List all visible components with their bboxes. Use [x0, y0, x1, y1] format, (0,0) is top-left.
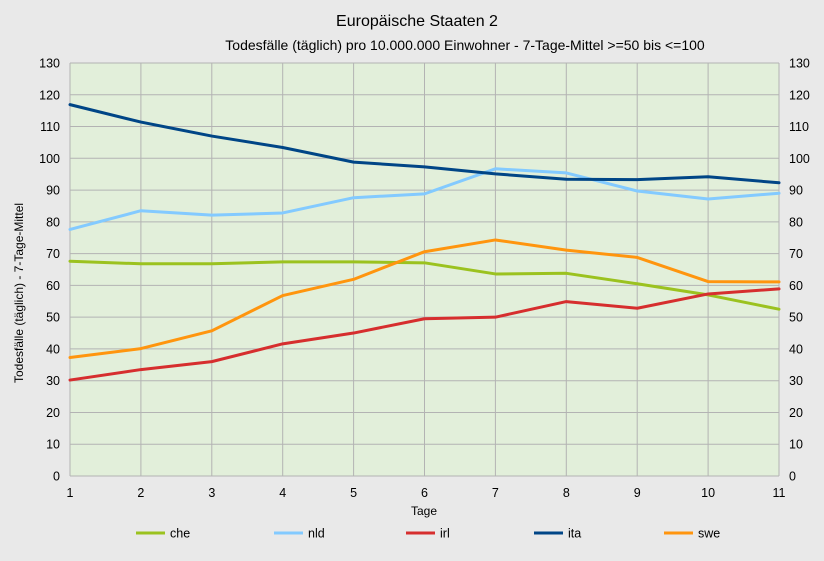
y-tick-label-right: 130	[789, 57, 810, 71]
series-lines	[68, 103, 781, 382]
y-tick-label-left: 100	[39, 152, 60, 166]
x-axis: 1 2 3 4 5 6 7 8 9 10 11	[67, 486, 786, 500]
x-axis-label: Tage	[411, 504, 437, 518]
y-tick-label-right: 50	[789, 311, 803, 325]
y-tick-label-right: 30	[789, 374, 803, 388]
legend-label-ita: ita	[568, 527, 581, 541]
grid	[69, 62, 780, 477]
y-tick-label-right: 10	[789, 438, 803, 452]
y-tick-label-left: 10	[46, 438, 60, 452]
y-tick-label-right: 90	[789, 184, 803, 198]
y-tick-label-left: 20	[46, 406, 60, 420]
y-tick-label-left: 90	[46, 184, 60, 198]
y-tick-label-left: 80	[46, 215, 60, 229]
x-tick-label: 2	[137, 486, 144, 500]
y-tick-label-right: 120	[789, 88, 810, 102]
y-tick-label-right: 110	[789, 120, 809, 134]
y-axis-left: 0 10 20 30 40 50 60 70 80 90 100 110 120 130	[39, 57, 60, 484]
x-tick-label: 11	[773, 486, 786, 500]
y-tick-label-left: 70	[46, 247, 60, 261]
x-tick-label: 9	[634, 486, 641, 500]
x-tick-label: 1	[67, 486, 74, 500]
legend-label-swe: swe	[698, 527, 720, 541]
y-axis-label: Todesfälle (täglich) - 7-Tage-Mittel	[12, 203, 26, 383]
x-tick-label: 5	[350, 486, 357, 500]
x-tick-label: 4	[279, 486, 286, 500]
y-tick-label-right: 70	[789, 247, 803, 261]
x-tick-label: 10	[701, 486, 715, 500]
y-tick-label-right: 40	[789, 342, 803, 356]
series-line-ita	[68, 103, 781, 185]
series-line-nld	[68, 167, 781, 231]
chart-subtitle: Todesfälle (täglich) pro 10.000.000 Einw…	[225, 37, 705, 53]
x-tick-label: 8	[563, 486, 570, 500]
y-tick-label-left: 130	[39, 57, 60, 71]
legend-label-che: che	[170, 527, 190, 541]
legend-label-irl: irl	[440, 527, 450, 541]
y-tick-label-left: 30	[46, 374, 60, 388]
y-tick-label-right: 20	[789, 406, 803, 420]
x-tick-label: 7	[492, 486, 499, 500]
y-tick-label-left: 50	[46, 311, 60, 325]
y-axis-right: 0 10 20 30 40 50 60 70 80 90 100 110 120 130	[789, 57, 810, 484]
x-tick-label: 6	[421, 486, 428, 500]
series-line-irl	[68, 287, 781, 382]
chart-title: Europäische Staaten 2	[336, 13, 498, 30]
y-tick-label-left: 110	[40, 120, 60, 134]
series-line-che	[68, 259, 781, 311]
y-tick-label-right: 0	[789, 470, 796, 484]
legend-label-nld: nld	[308, 527, 325, 541]
y-tick-label-left: 60	[46, 279, 60, 293]
y-tick-label-left: 120	[39, 88, 60, 102]
y-tick-label-right: 60	[789, 279, 803, 293]
series-line-swe	[68, 238, 781, 360]
x-tick-label: 3	[208, 486, 215, 500]
y-tick-label-left: 40	[46, 342, 60, 356]
y-tick-label-right: 100	[789, 152, 810, 166]
y-tick-label-left: 0	[53, 470, 60, 484]
legend: che nld irl ita swe	[136, 527, 720, 541]
y-tick-label-right: 80	[789, 215, 803, 229]
